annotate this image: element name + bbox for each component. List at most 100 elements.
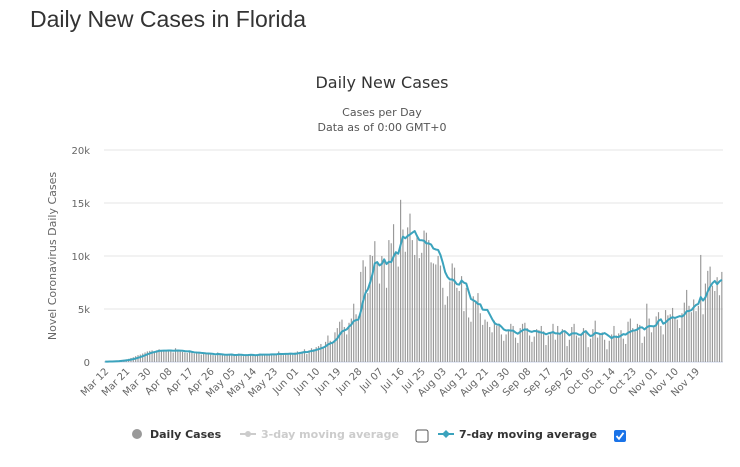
bar-daily-cases[interactable]: [545, 345, 547, 362]
bar-daily-cases[interactable]: [451, 263, 453, 362]
bar-daily-cases[interactable]: [278, 351, 280, 362]
bar-daily-cases[interactable]: [139, 354, 141, 362]
bar-daily-cases[interactable]: [718, 295, 721, 362]
bar-daily-cases[interactable]: [482, 324, 484, 362]
bar-daily-cases[interactable]: [559, 334, 561, 362]
bar-daily-cases[interactable]: [235, 354, 238, 362]
bar-daily-cases[interactable]: [683, 302, 685, 362]
bar-daily-cases[interactable]: [561, 329, 563, 362]
bar-daily-cases[interactable]: [186, 352, 188, 362]
bar-daily-cases[interactable]: [566, 346, 568, 362]
bar-daily-cases[interactable]: [428, 240, 430, 362]
bar-daily-cases[interactable]: [179, 351, 181, 362]
bar-daily-cases[interactable]: [360, 271, 362, 362]
bar-daily-cases[interactable]: [421, 252, 423, 362]
bar-daily-cases[interactable]: [536, 329, 538, 362]
bar-daily-cases[interactable]: [594, 320, 596, 362]
bar-daily-cases[interactable]: [198, 352, 200, 362]
bar-daily-cases[interactable]: [613, 325, 615, 362]
bar-daily-cases[interactable]: [317, 346, 320, 362]
bar-daily-cases[interactable]: [664, 310, 667, 362]
bar-daily-cases[interactable]: [632, 328, 634, 362]
bar-daily-cases[interactable]: [158, 349, 160, 362]
bar-daily-cases[interactable]: [507, 330, 510, 362]
bar-daily-cases[interactable]: [622, 338, 624, 362]
bar-daily-cases[interactable]: [695, 311, 697, 362]
bar-daily-cases[interactable]: [226, 354, 228, 362]
bar-daily-cases[interactable]: [371, 256, 374, 362]
bar-daily-cases[interactable]: [367, 293, 369, 362]
bar-daily-cases[interactable]: [439, 265, 442, 362]
bar-daily-cases[interactable]: [346, 334, 348, 362]
bar-daily-cases[interactable]: [264, 354, 266, 362]
bar-daily-cases[interactable]: [601, 332, 603, 362]
bar-daily-cases[interactable]: [479, 313, 481, 362]
bar-daily-cases[interactable]: [310, 348, 313, 362]
bar-daily-cases[interactable]: [463, 311, 465, 362]
bar-daily-cases[interactable]: [540, 325, 542, 362]
bar-daily-cases[interactable]: [604, 339, 606, 362]
bar-daily-cases[interactable]: [662, 334, 664, 362]
bar-daily-cases[interactable]: [343, 327, 345, 362]
bar-daily-cases[interactable]: [165, 350, 167, 362]
bar-daily-cases[interactable]: [606, 349, 608, 362]
bar-daily-cases[interactable]: [500, 334, 503, 362]
bar-daily-cases[interactable]: [142, 353, 144, 362]
bar-daily-cases[interactable]: [517, 342, 519, 362]
bar-daily-cases[interactable]: [261, 355, 263, 362]
bar-daily-cases[interactable]: [315, 347, 317, 362]
bar-daily-cases[interactable]: [585, 331, 587, 362]
bar-daily-cases[interactable]: [254, 355, 256, 362]
bar-daily-cases[interactable]: [484, 319, 486, 362]
bar-daily-cases[interactable]: [533, 336, 535, 362]
bar-daily-cases[interactable]: [470, 321, 472, 362]
bar-daily-cases[interactable]: [289, 352, 291, 362]
bar-daily-cases[interactable]: [503, 340, 505, 362]
bar-daily-cases[interactable]: [404, 251, 406, 362]
bar-daily-cases[interactable]: [146, 351, 148, 362]
bar-daily-cases[interactable]: [587, 347, 589, 362]
bar-daily-cases[interactable]: [308, 350, 310, 362]
bar-daily-cases[interactable]: [650, 332, 653, 362]
bar-daily-cases[interactable]: [238, 353, 240, 362]
bar-daily-cases[interactable]: [409, 213, 411, 362]
bar-daily-cases[interactable]: [299, 351, 301, 362]
bar-daily-cases[interactable]: [249, 354, 252, 362]
bar-daily-cases[interactable]: [259, 353, 261, 362]
bar-daily-cases[interactable]: [460, 276, 463, 362]
bar-daily-cases[interactable]: [547, 335, 549, 363]
bar-daily-cases[interactable]: [498, 324, 500, 362]
bar-daily-cases[interactable]: [681, 313, 683, 362]
checkbox-7day-average[interactable]: [614, 430, 626, 442]
bar-daily-cases[interactable]: [709, 266, 711, 362]
bar-daily-cases[interactable]: [702, 314, 704, 362]
bar-daily-cases[interactable]: [468, 317, 470, 362]
bar-daily-cases[interactable]: [578, 337, 580, 362]
bar-daily-cases[interactable]: [716, 277, 718, 362]
bar-daily-cases[interactable]: [571, 327, 573, 362]
legend-item-daily-cases[interactable]: Daily Cases: [132, 428, 222, 441]
bar-daily-cases[interactable]: [320, 343, 322, 362]
bar-daily-cases[interactable]: [193, 353, 195, 362]
bar-daily-cases[interactable]: [296, 351, 299, 362]
bar-daily-cases[interactable]: [203, 354, 205, 362]
bar-daily-cases[interactable]: [648, 318, 650, 362]
bar-daily-cases[interactable]: [177, 350, 179, 362]
bar-daily-cases[interactable]: [625, 343, 627, 362]
bar-daily-cases[interactable]: [686, 289, 688, 362]
bar-daily-cases[interactable]: [676, 319, 678, 362]
bar-daily-cases[interactable]: [414, 254, 416, 362]
bar-daily-cases[interactable]: [228, 354, 231, 362]
bar-daily-cases[interactable]: [374, 241, 376, 362]
bar-daily-cases[interactable]: [339, 321, 341, 362]
bar-daily-cases[interactable]: [189, 351, 191, 362]
bar-daily-cases[interactable]: [582, 328, 585, 362]
bar-daily-cases[interactable]: [268, 355, 270, 362]
bar-daily-cases[interactable]: [292, 354, 294, 362]
bar-daily-cases[interactable]: [381, 256, 383, 362]
bar-daily-cases[interactable]: [418, 258, 420, 362]
bar-daily-cases[interactable]: [395, 252, 397, 362]
bar-daily-cases[interactable]: [557, 325, 559, 362]
bar-daily-cases[interactable]: [407, 227, 409, 362]
bar-daily-cases[interactable]: [151, 350, 153, 362]
